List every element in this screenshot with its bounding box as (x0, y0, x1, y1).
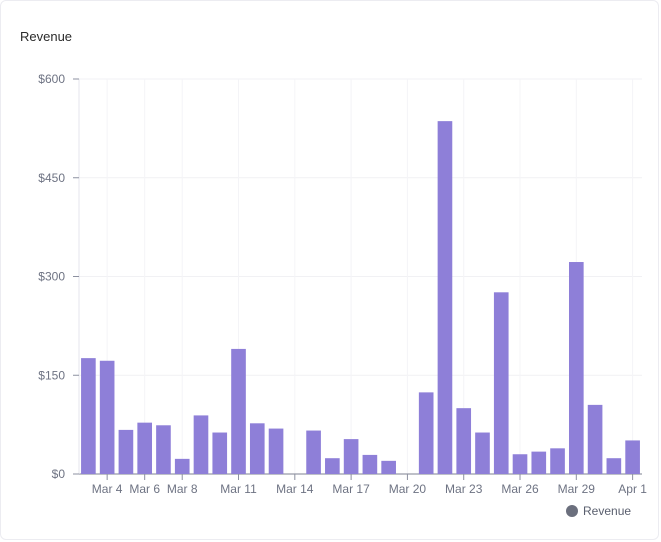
bar-mar-29[interactable] (568, 262, 584, 474)
bar-mar-15[interactable] (306, 430, 321, 474)
x-tick-label: Mar 11 (220, 482, 257, 496)
bar-mar-19[interactable] (381, 460, 396, 474)
bar-mar-13[interactable] (268, 428, 284, 474)
x-tick-label: Mar 8 (167, 482, 198, 496)
bar-mar-9[interactable] (193, 415, 209, 474)
bar-mar-8[interactable] (174, 458, 190, 474)
bar-mar-12[interactable] (249, 423, 265, 474)
bar-mar-26[interactable] (512, 454, 528, 474)
y-tick-label: $450 (38, 171, 65, 185)
x-tick-label: Mar 26 (501, 482, 539, 496)
x-axis-ticks: Mar 4 Mar 6 Mar 8 Mar 11 Mar 14 Mar 17 Mar 20 M… (92, 474, 647, 496)
bar-mar-11[interactable] (231, 348, 246, 474)
bar-mar-22[interactable] (437, 121, 453, 474)
bar-mar-31[interactable] (606, 458, 622, 474)
y-tick-label: $600 (38, 72, 65, 86)
y-tick-label: $300 (38, 270, 65, 284)
legend-label: Revenue (583, 504, 632, 518)
bar-mar-30[interactable] (587, 404, 603, 474)
x-tick-label: Mar 20 (389, 482, 427, 496)
x-tick-label: Mar 29 (558, 482, 596, 496)
bars-layer (81, 121, 640, 474)
grid-layer (79, 78, 642, 475)
y-tick-label: $0 (52, 467, 66, 481)
legend-swatch (566, 505, 578, 517)
bar-mar-17[interactable] (343, 439, 359, 474)
bar-apr-1[interactable] (625, 440, 640, 474)
bar-mar-6[interactable] (137, 422, 153, 474)
bar-mar-16[interactable] (325, 458, 340, 474)
x-tick-label: Mar 23 (445, 482, 483, 496)
bar-mar-25[interactable] (493, 292, 509, 474)
bar-mar-24[interactable] (475, 432, 490, 474)
bar-mar-21[interactable] (418, 392, 434, 474)
x-tick-label: Mar 6 (129, 482, 160, 496)
bar-mar-7[interactable] (156, 425, 171, 474)
bar-mar-5[interactable] (118, 429, 134, 474)
x-tick-label: Mar 4 (92, 482, 123, 496)
y-axis-ticks: $0 $150 $300 $450 $600 (38, 72, 79, 481)
bar-mar-10[interactable] (212, 432, 228, 474)
x-tick-label: Apr 1 (618, 482, 647, 496)
x-tick-label: Mar 17 (332, 482, 370, 496)
y-tick-label: $150 (38, 368, 65, 382)
chart-title: Revenue (20, 29, 73, 44)
bar-mar-23[interactable] (456, 408, 472, 474)
bar-mar-28[interactable] (550, 448, 565, 474)
bar-mar-18[interactable] (362, 454, 378, 474)
x-tick-label: Mar 14 (276, 482, 314, 496)
bar-mar-3[interactable] (81, 358, 96, 474)
legend[interactable]: Revenue (566, 504, 631, 518)
bar-mar-27[interactable] (531, 451, 547, 474)
bar-mar-4[interactable] (99, 360, 115, 474)
